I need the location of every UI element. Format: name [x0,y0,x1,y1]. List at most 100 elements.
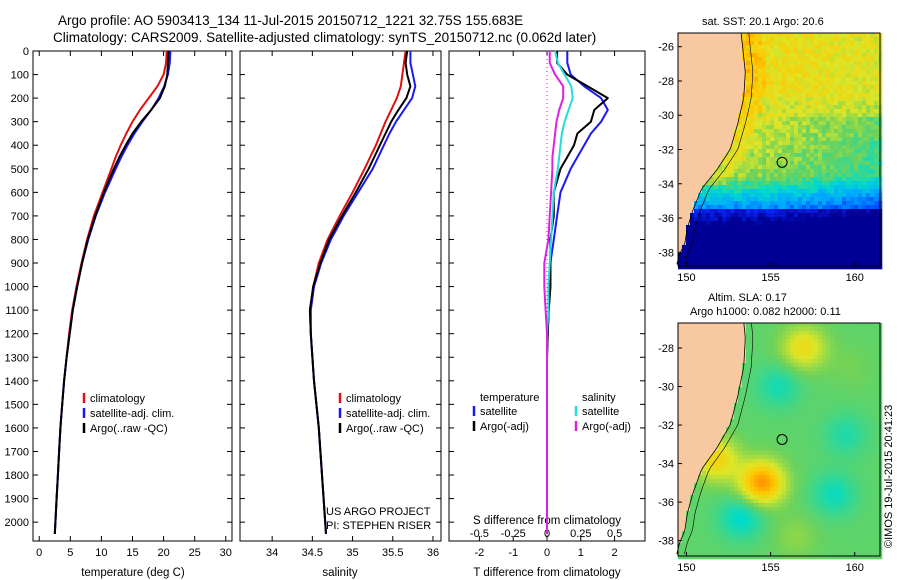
sst-map-sea-cell [798,89,803,94]
sst-map-sea-cell [742,169,747,174]
sla-map-sea-cell [786,375,791,380]
sla-map-sea-cell [786,431,791,436]
sst-map-land-cell [730,37,735,42]
sla-map-sea-cell [734,419,739,424]
sst-map-sea-cell [698,245,703,250]
sla-map-sea-cell [762,343,767,348]
sst-map-sea-cell [858,105,863,110]
sst-map-sea-cell [834,249,839,254]
sst-map-sea-cell [710,209,715,214]
sla-map-land-cell [722,391,727,396]
sla-map-sea-cell [830,331,835,336]
sst-map-sea-cell [826,141,831,146]
sst-map-sea-cell [802,217,807,222]
sst-map-sea-cell [778,169,783,174]
sla-map-sea-cell [842,407,847,412]
sst-map-land-cell [690,157,695,162]
sst-map-sea-cell [778,217,783,222]
sst-map-land-cell [726,45,731,50]
sla-map-sea-cell [786,383,791,388]
sla-map-sea-cell [874,447,879,452]
sst-map-sea-cell [818,145,823,150]
sla-map-land-cell [714,355,719,360]
sst-map-sea-cell [802,145,807,150]
sla-map-sea-cell [778,331,783,336]
sla-map-sea-cell [734,415,739,420]
sst-map-sea-cell [814,185,819,190]
sla-map-sea-cell [790,363,795,368]
sla-map-land-cell [710,375,715,380]
sst-map-sea-cell [698,237,703,242]
sst-map-sea-cell [854,77,859,82]
sla-map-sea-cell [794,427,799,432]
sst-map-sea-cell [862,93,867,98]
sst-map-land-cell [714,49,719,54]
sla-map-sea-cell [774,327,779,332]
sst-map-land-cell [722,85,727,90]
sla-map-sea-cell [754,335,759,340]
sst-map-sea-cell [774,157,779,162]
sla-map-land-cell [694,399,699,404]
sla-map-sea-cell [794,367,799,372]
sst-map-sea-cell [846,245,851,250]
sst-map-sea-cell [830,197,835,202]
sla-map-sea-cell [770,423,775,428]
sla-map-sea-cell [814,411,819,416]
sst-map-sea-cell [746,97,751,102]
sst-map-sea-cell [838,213,843,218]
sst-map-sea-cell [746,221,751,226]
sst-map-sea-cell [810,193,815,198]
sla-map-sea-cell [826,347,831,352]
sst-map-sea-cell [830,133,835,138]
sst-map-sea-cell [750,237,755,242]
sst-map-sea-cell [794,157,799,162]
sla-map-sea-cell [846,347,851,352]
sst-map-sea-cell [786,101,791,106]
sla-map-sea-cell [758,391,763,396]
sla-map-land-cell [702,335,707,340]
sla-map-sea-cell [858,359,863,364]
sst-map-sea-cell [818,141,823,146]
sst-map-sea-cell [814,169,819,174]
sst-map-land-cell [738,73,743,78]
sla-map-sea-cell [722,451,727,456]
sst-map-sea-cell [834,261,839,266]
sst-map-sea-cell [854,245,859,250]
sla-map-sea-cell [834,331,839,336]
sla-map-sea-cell [846,327,851,332]
sst-map-sea-cell [814,241,819,246]
sla-map-sea-cell [754,391,759,396]
sst-map-sea-cell [862,265,867,270]
sst-map-sea-cell [746,201,751,206]
sst-map-sea-cell [762,253,767,258]
sst-map-sea-cell [870,41,875,46]
sst-map-sea-cell [818,241,823,246]
sst-map-land-cell [690,189,695,194]
sst-map-sea-cell [846,213,851,218]
sla-map-land-cell [734,351,739,356]
sst-map-sea-cell [714,173,719,178]
sla-map-land-cell [678,419,683,424]
sla-map-sea-cell [738,427,743,432]
sst-map-sea-cell [750,101,755,106]
sst-map-land-cell [718,121,723,126]
sla-map-sea-cell [862,431,867,436]
sst-map-sea-cell [798,209,803,214]
sst-map-land-cell [702,133,707,138]
sla-map-sea-cell [742,447,747,452]
sst-map-sea-cell [798,169,803,174]
sst-map-land-cell [718,101,723,106]
sst-map-land-cell [686,53,691,58]
sst-map-sea-cell [846,117,851,122]
sst-map-land-cell [726,89,731,94]
sla-map-sea-cell [746,431,751,436]
sst-map-land-cell [686,209,691,214]
sst-map-land-cell [694,93,699,98]
sst-map-sea-cell [750,253,755,258]
sla-map-sea-cell [754,355,759,360]
sst-map-land-cell [714,145,719,150]
sla-map-sea-cell [822,423,827,428]
sla-map-sea-cell [814,367,819,372]
sla-map-sea-cell [854,427,859,432]
sla-map-sea-cell [742,411,747,416]
